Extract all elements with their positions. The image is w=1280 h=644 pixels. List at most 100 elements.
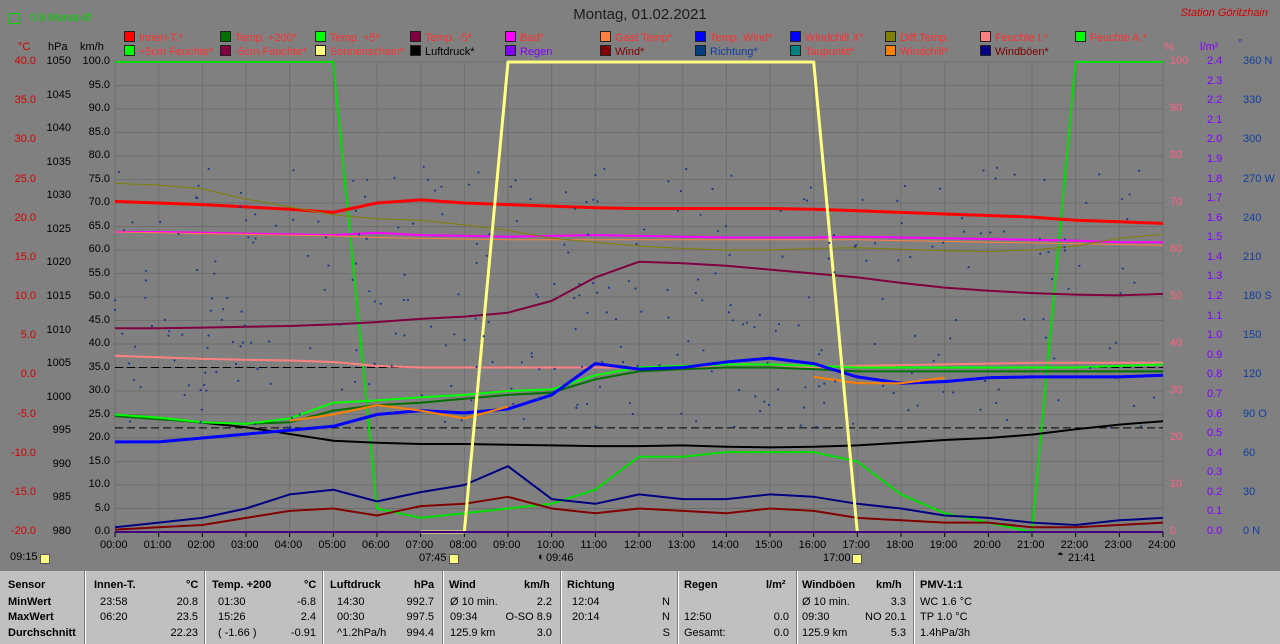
direction-dot (914, 334, 917, 337)
hpa-tick-label: 1045 (46, 88, 71, 101)
legend-label: -5cm Feuchte* (235, 46, 307, 58)
direction-dot (309, 347, 312, 350)
legend-item[interactable]: Feuchte A.* (1075, 31, 1147, 44)
direction-dot (114, 299, 117, 302)
direction-dot (163, 318, 166, 321)
legend-item[interactable]: -5cm Feuchte* (220, 45, 307, 58)
stats-temp-header: Temp. +200 (212, 579, 272, 591)
direction-dot (422, 165, 425, 168)
hpa-unit: hPa (48, 41, 68, 53)
legend-item[interactable]: Luftdruck* (410, 45, 475, 58)
stats-cell-temp-v: 2.4 (300, 611, 316, 623)
kmh-tick-label: 95.0 (88, 78, 110, 91)
stats-cell-wind-v: 3.0 (536, 627, 552, 639)
direction-dot (714, 272, 717, 275)
stats-cell-boeen-t: 09:30 (802, 611, 830, 623)
direction-dot (253, 213, 257, 216)
direction-dot (460, 419, 463, 422)
legend-item[interactable]: Wind* (600, 45, 644, 58)
direction-dot (904, 185, 907, 188)
x-tick-label: 15:00 (755, 539, 783, 551)
hpa-tick-label: 1000 (46, 390, 71, 403)
stats-cell-wind-v: 2.2 (536, 596, 552, 608)
legend-item[interactable]: Windchill* (885, 45, 948, 58)
x-tick-label: 24:00 (1148, 539, 1176, 551)
legend-item[interactable]: Taupunkt* (790, 45, 854, 58)
direction-dot (144, 279, 147, 282)
kmh-tick-label: 90.0 (88, 102, 110, 114)
legend-label: Richtung* (710, 46, 758, 58)
direction-dot (1120, 198, 1123, 201)
direction-dot (134, 345, 137, 348)
deg-tick-label: 240 (1243, 211, 1262, 224)
direction-dot (1098, 173, 1101, 176)
legend-item[interactable]: Feuchte I.* (980, 31, 1048, 44)
direction-dot (1053, 357, 1056, 360)
legend-label: +5cm Feuchte* (139, 46, 214, 58)
kmh-tick-label: 15.0 (88, 454, 110, 467)
hpa-tick-label: 1050 (46, 55, 71, 67)
legend-item[interactable]: Temp. +200* (220, 31, 297, 44)
direction-dot (1119, 292, 1122, 295)
deg-unit: ° (1238, 38, 1243, 50)
legend-item[interactable]: Bad* (505, 31, 544, 44)
direction-dot (832, 234, 835, 237)
stats-cell-temp-t: 15:26 (218, 611, 246, 623)
legend-item[interactable]: Windböen* (980, 45, 1049, 58)
legend-item[interactable]: Temp. -5* (410, 31, 472, 44)
direction-dot (666, 288, 669, 291)
legend-item[interactable]: Sonnenschein* (315, 45, 404, 58)
stats-cell-boeen-t: Ø 10 min. (802, 596, 850, 608)
legend-item[interactable]: Regen (505, 45, 552, 58)
kmh-tick-label: 5.0 (94, 501, 110, 514)
direction-dot (531, 355, 534, 358)
direction-dot (576, 403, 579, 407)
direction-dot (717, 230, 720, 233)
temp-unit: °C (18, 41, 31, 53)
direction-dot (412, 222, 415, 225)
legend-swatch (315, 45, 326, 56)
direction-dot (213, 272, 216, 275)
direction-dot (1085, 201, 1088, 204)
direction-dot (199, 388, 202, 392)
direction-dot (1133, 281, 1136, 284)
direction-dot (353, 380, 357, 383)
legend-item[interactable]: Windchill X* (790, 31, 864, 44)
legend-item[interactable]: Innen-T.* (124, 31, 183, 44)
direction-dot (699, 213, 702, 216)
lm2-tick-label: 0.4 (1207, 446, 1223, 459)
direction-dot (805, 199, 809, 202)
direction-dot (776, 388, 780, 391)
temp-tick-label: 25.0 (14, 172, 36, 185)
pct-unit: % (1164, 41, 1174, 53)
direction-dot (187, 384, 190, 387)
legend-item[interactable]: Diff.Temp. (885, 31, 949, 44)
direction-dot (197, 184, 200, 187)
x-tick-label: 00:00 (100, 539, 128, 551)
legend-swatch (600, 45, 611, 56)
legend-item[interactable]: Temp. +5* (315, 31, 380, 44)
direction-dot (767, 403, 771, 407)
legend-swatch (220, 45, 231, 56)
direction-dot (292, 218, 295, 221)
direction-dot (802, 406, 806, 409)
legend-item[interactable]: +5cm Feuchte* (124, 45, 213, 58)
average-checkbox[interactable] (9, 13, 20, 24)
direction-dot (357, 233, 361, 236)
direction-dot (1063, 249, 1066, 252)
legend-item[interactable]: Gast Temp* (600, 31, 672, 44)
direction-dot (823, 382, 826, 385)
direction-dot (932, 359, 935, 362)
direction-dot (209, 309, 212, 312)
direction-dot (997, 388, 1000, 391)
x-tick-label: 21:00 (1017, 539, 1045, 551)
legend-item[interactable]: Temp. Wind* (695, 31, 772, 44)
stats-cell-boeen-v: NO 20.1 (865, 611, 906, 623)
direction-dot (777, 323, 781, 326)
pct-tick-label: 20 (1170, 431, 1183, 443)
legend-swatch (505, 45, 516, 56)
pct-tick-label: 40 (1170, 337, 1183, 349)
direction-dot (853, 245, 856, 248)
legend-item[interactable]: Richtung* (695, 45, 758, 58)
direction-dot (640, 310, 643, 313)
